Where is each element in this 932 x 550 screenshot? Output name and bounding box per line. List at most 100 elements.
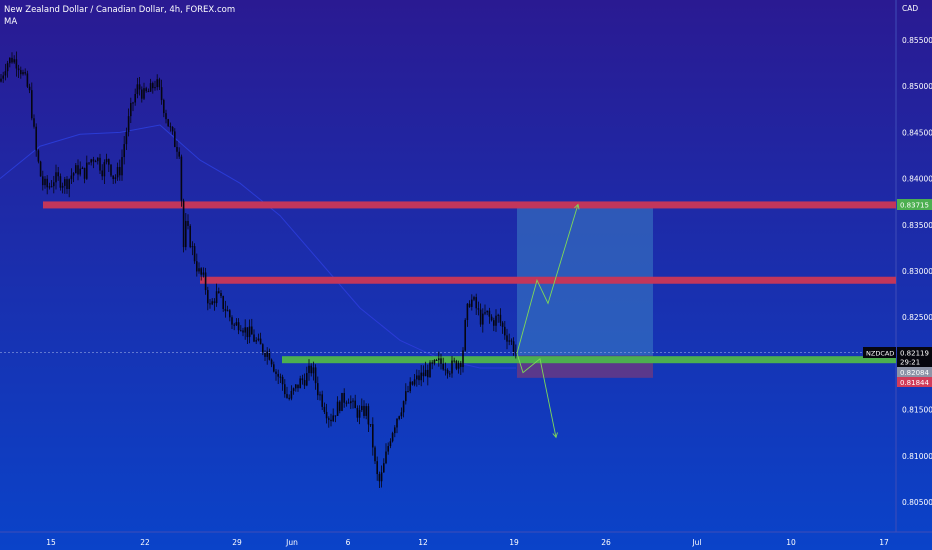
candle-body bbox=[105, 159, 108, 163]
candle-body bbox=[508, 340, 510, 342]
candle-body bbox=[72, 173, 75, 176]
candle-body bbox=[86, 162, 88, 179]
candle-body bbox=[363, 405, 365, 416]
candle-body bbox=[471, 299, 473, 307]
candle-body bbox=[420, 372, 422, 381]
candle-body bbox=[103, 162, 106, 177]
y-tick-label: 0.85000 bbox=[902, 82, 932, 91]
candle-body bbox=[174, 131, 176, 147]
x-tick-label: 6 bbox=[346, 538, 351, 547]
candle-body bbox=[484, 312, 486, 314]
candle-body bbox=[200, 268, 202, 275]
candle-body bbox=[321, 394, 323, 407]
candle-body bbox=[354, 400, 356, 409]
candle-body bbox=[75, 165, 77, 174]
candle-body bbox=[255, 340, 257, 342]
ma-line bbox=[0, 124, 516, 369]
x-tick-label: 15 bbox=[46, 538, 56, 547]
candle-body bbox=[15, 59, 18, 69]
candle-body bbox=[171, 126, 174, 132]
candle-body bbox=[160, 87, 163, 101]
candle-body bbox=[411, 381, 414, 385]
x-tick-label: 19 bbox=[509, 538, 519, 547]
candle-body bbox=[158, 79, 161, 88]
candle-body bbox=[264, 352, 266, 357]
candle-body bbox=[242, 330, 244, 333]
candle-body bbox=[101, 170, 103, 177]
candle-body bbox=[389, 441, 392, 447]
candle-body bbox=[308, 365, 310, 374]
candle-body bbox=[464, 319, 466, 351]
candle-body bbox=[299, 378, 301, 389]
candle-body bbox=[387, 446, 389, 452]
green-level-badge-text: 0.82084 bbox=[900, 369, 929, 377]
candle-body bbox=[68, 179, 70, 189]
candle-body bbox=[44, 178, 46, 186]
candle-body bbox=[394, 427, 396, 434]
candle-body bbox=[466, 303, 469, 320]
candle-body bbox=[391, 433, 394, 442]
candle-body bbox=[33, 118, 35, 127]
candle-body bbox=[288, 397, 290, 399]
candle-body bbox=[479, 309, 482, 325]
candle-body bbox=[398, 416, 400, 419]
candle-body bbox=[339, 401, 341, 411]
red-level-badge-text: 0.81844 bbox=[900, 379, 929, 387]
levels[interactable] bbox=[43, 201, 896, 364]
candle-body bbox=[372, 424, 374, 448]
candle-body bbox=[24, 72, 26, 74]
currency-label: CAD bbox=[902, 4, 918, 13]
moving-average bbox=[0, 124, 516, 369]
candle-body bbox=[378, 474, 381, 482]
candle-body bbox=[431, 362, 433, 364]
candle-body bbox=[81, 167, 84, 169]
candle-body bbox=[92, 159, 95, 162]
candle-body bbox=[369, 424, 372, 426]
candle-body bbox=[209, 303, 211, 305]
candle-body bbox=[213, 301, 216, 304]
candle-body bbox=[279, 376, 282, 378]
candle-body bbox=[328, 418, 330, 420]
candle-body bbox=[383, 463, 385, 473]
candle-body bbox=[167, 119, 169, 127]
candle-body bbox=[165, 113, 167, 120]
candle-body bbox=[134, 94, 136, 103]
candle-body bbox=[0, 78, 2, 82]
position-zone[interactable] bbox=[517, 204, 653, 378]
price-candles bbox=[0, 51, 517, 488]
candle-body bbox=[510, 340, 513, 342]
countdown-value: 29:21 bbox=[900, 359, 920, 367]
candle-body bbox=[409, 381, 411, 392]
projections[interactable] bbox=[516, 203, 580, 439]
symbol-badge-text: NZDCAD bbox=[866, 350, 894, 358]
red-level-badge: 0.81844 bbox=[897, 377, 932, 387]
time-axis[interactable]: 15 22 29 Jun 6 12 19 26 Jul 10 17 bbox=[46, 538, 889, 547]
candle-body bbox=[9, 57, 11, 64]
candle-body bbox=[266, 351, 268, 357]
candle-body bbox=[493, 320, 495, 326]
candle-body bbox=[330, 419, 332, 422]
candle-body bbox=[46, 178, 48, 188]
candle-body bbox=[202, 272, 205, 275]
candle-body bbox=[6, 63, 9, 72]
candle-body bbox=[475, 297, 477, 309]
candle-body bbox=[380, 472, 383, 482]
candle-body bbox=[180, 156, 183, 201]
green-level-badge-bg bbox=[897, 367, 932, 377]
candle-body bbox=[460, 362, 462, 368]
candle-body bbox=[220, 293, 222, 297]
candle-body bbox=[143, 88, 145, 99]
candle-body bbox=[55, 172, 57, 183]
candle-body bbox=[97, 157, 99, 162]
resistance-level-0 bbox=[43, 201, 896, 209]
candle-body bbox=[405, 391, 407, 402]
candle-body bbox=[141, 89, 143, 99]
candle-body bbox=[325, 411, 328, 419]
y-tick-label: 0.84500 bbox=[902, 128, 932, 137]
candle-body bbox=[136, 84, 139, 95]
candle-body bbox=[189, 225, 191, 248]
candle-body bbox=[488, 310, 491, 317]
candle-body bbox=[42, 176, 44, 186]
candle-body bbox=[506, 335, 508, 342]
